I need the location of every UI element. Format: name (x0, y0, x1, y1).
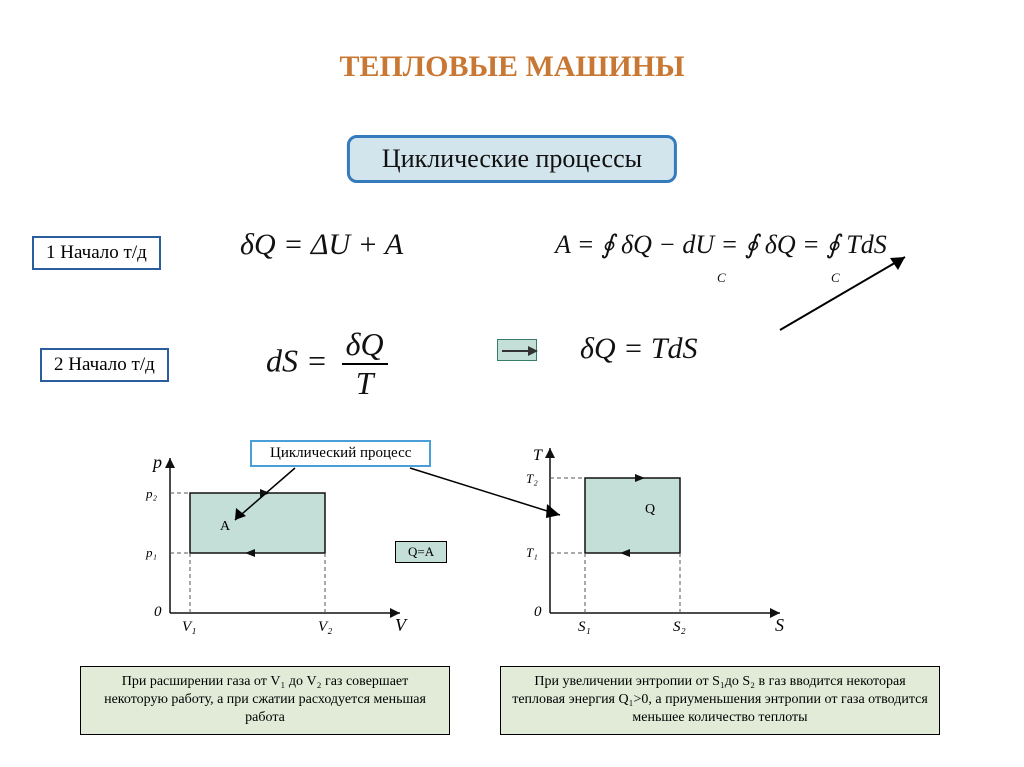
pv-p2-label: p₂ (145, 486, 158, 501)
equation-first-law: δQ = ΔU + A (240, 228, 403, 262)
subtitle-box: Циклические процессы (347, 135, 677, 183)
law-1-label: 1 Начало т/д (32, 236, 161, 270)
ts-origin-label: 0 (534, 604, 542, 620)
integral-sub-c-1: C (717, 270, 726, 286)
equation-entropy-differential: dS = δQ T (266, 326, 388, 402)
ts-s2-label: S₂ (673, 619, 686, 635)
eq-ds-denominator: T (342, 365, 388, 402)
ts-t1-label: T₁ (526, 545, 538, 560)
pv-v1-label: V₁ (182, 619, 196, 635)
pv-x-axis-label: V (395, 615, 408, 635)
eq-ds-lhs: dS = (266, 342, 328, 378)
q-equals-a-label: Q=A (395, 541, 447, 563)
ts-caption: При увеличении энтропии от S₁до S₂ в газ… (500, 666, 940, 735)
label-connector-arrows-icon (200, 460, 600, 540)
equation-dq-tds: δQ = TdS (580, 332, 698, 366)
ts-s1-label: S₁ (578, 619, 591, 635)
implies-arrow-icon (497, 339, 537, 361)
cycle-process-label: Циклический процесс (250, 440, 431, 467)
ts-inner-label: Q (645, 502, 655, 517)
derivation-arrow-icon (770, 245, 920, 335)
eq-ds-numerator: δQ (342, 326, 388, 365)
law-2-label: 2 Начало т/д (40, 348, 169, 382)
page-title: ТЕПЛОВЫЕ МАШИНЫ (0, 50, 1024, 84)
pv-v2-label: V₂ (318, 619, 332, 635)
pv-caption: При расширении газа от V₁ до V₂ газ сове… (80, 666, 450, 735)
ts-x-axis-label: S (775, 615, 784, 635)
pv-p1-label: p₁ (145, 545, 157, 560)
pv-y-axis-label: p (151, 452, 162, 472)
pv-origin-label: 0 (154, 604, 162, 620)
